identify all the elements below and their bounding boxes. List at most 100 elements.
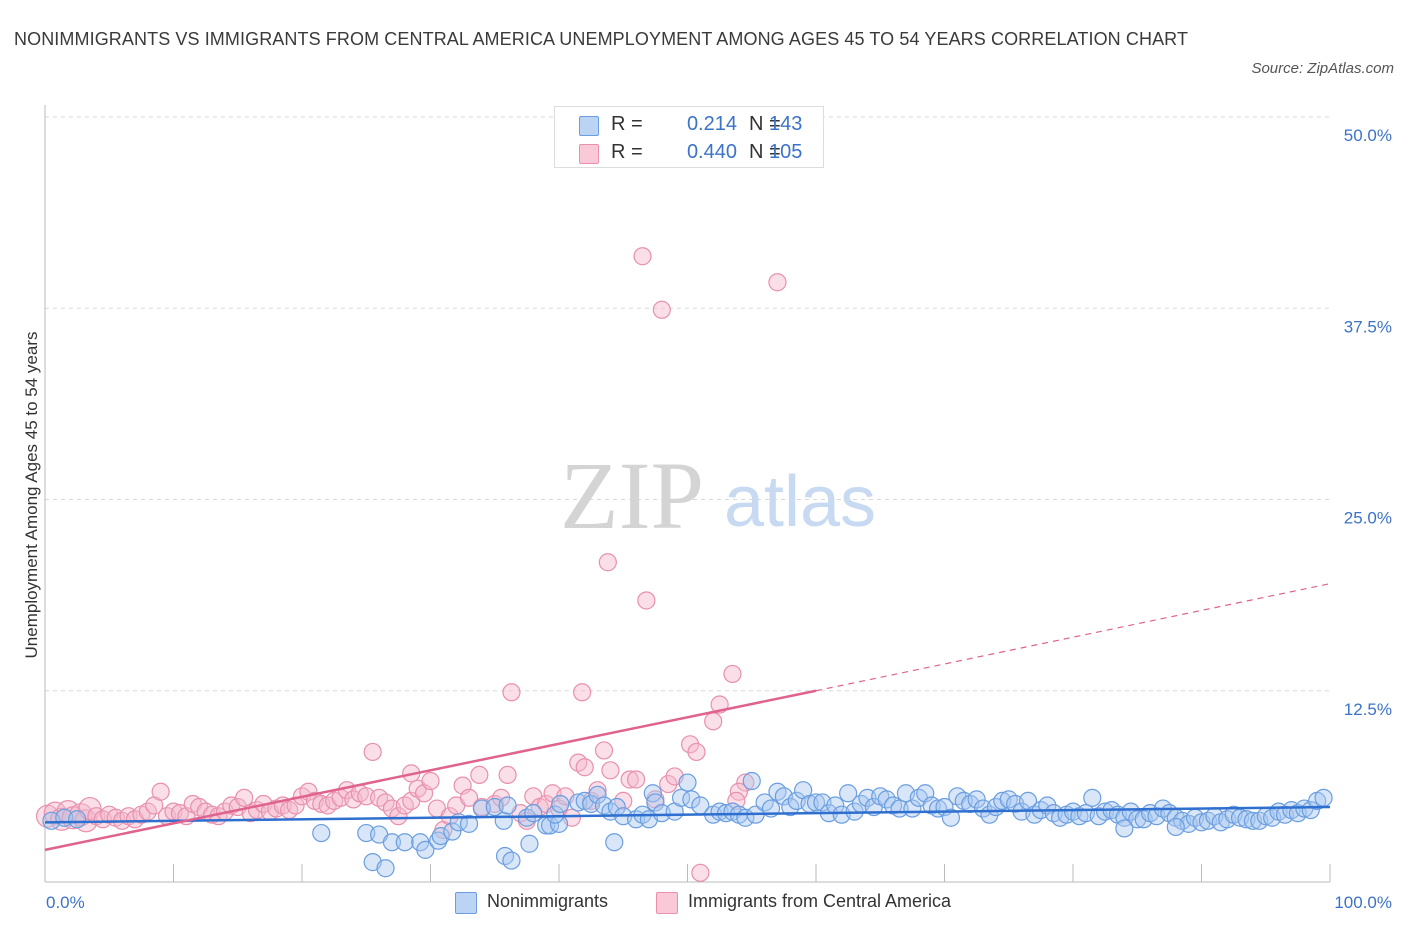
point-immigrants xyxy=(575,758,594,777)
point-nonimmigrants xyxy=(495,846,515,866)
point-immigrants xyxy=(151,782,170,801)
point-nonimmigrants xyxy=(742,771,761,791)
point-nonimmigrants xyxy=(1301,800,1320,820)
y-tick-label: 37.5% xyxy=(1344,317,1392,336)
point-nonimmigrants xyxy=(459,814,479,833)
point-immigrants xyxy=(502,683,521,702)
point-immigrants xyxy=(598,553,617,572)
point-immigrants xyxy=(573,683,592,702)
point-immigrants xyxy=(395,796,414,815)
point-nonimmigrants xyxy=(502,851,521,870)
point-nonimmigrants xyxy=(431,826,450,846)
point-nonimmigrants xyxy=(443,822,462,841)
point-immigrants xyxy=(569,753,588,772)
legend-r-value: 0.214 xyxy=(686,113,737,135)
point-nonimmigrants xyxy=(967,790,986,809)
y-tick-label: 50.0% xyxy=(1344,126,1392,145)
point-nonimmigrants xyxy=(768,782,787,801)
point-nonimmigrants xyxy=(1115,819,1134,838)
point-nonimmigrants xyxy=(710,802,729,821)
series-legend: Nonimmigrants Immigrants from Central Am… xyxy=(0,890,1406,916)
axes xyxy=(44,105,1331,883)
point-immigrants xyxy=(389,807,408,826)
point-immigrants xyxy=(459,788,479,807)
y-tick-label: 12.5% xyxy=(1344,700,1392,719)
watermark-atlas: atlas xyxy=(724,462,876,542)
point-immigrants xyxy=(470,765,489,785)
point-nonimmigrants xyxy=(588,785,607,804)
point-immigrants xyxy=(421,771,440,791)
point-nonimmigrants xyxy=(646,793,665,812)
point-nonimmigrants xyxy=(524,804,543,823)
legend-r-label: R = xyxy=(611,113,643,135)
point-immigrants xyxy=(727,791,746,811)
point-nonimmigrants xyxy=(520,834,539,853)
point-immigrants xyxy=(687,742,706,762)
immigrants-points xyxy=(35,247,787,882)
trend-line-immigrants xyxy=(44,689,817,852)
point-nonimmigrants xyxy=(999,790,1018,809)
x-tick-label: 0.0% xyxy=(46,893,85,912)
point-nonimmigrants xyxy=(498,796,517,815)
point-nonimmigrants xyxy=(494,811,513,830)
point-nonimmigrants xyxy=(839,784,858,803)
point-nonimmigrants xyxy=(1314,788,1333,807)
y-tick-label: 25.0% xyxy=(1344,509,1392,528)
point-immigrants xyxy=(723,664,742,684)
point-immigrants xyxy=(601,761,620,780)
point-immigrants xyxy=(691,863,710,882)
point-nonimmigrants xyxy=(551,794,570,814)
point-nonimmigrants xyxy=(806,793,826,812)
legend-swatch-pink xyxy=(656,892,678,914)
legend-swatch-blue xyxy=(579,116,599,136)
source-label: Source: ZipAtlas.com xyxy=(1251,60,1394,77)
trend-line-immigrants-projected xyxy=(815,583,1331,692)
legend-r-label: R = xyxy=(611,141,643,163)
nonimmigrants-points xyxy=(42,771,1333,878)
point-nonimmigrants xyxy=(382,833,402,852)
legend-label-immigrants: Immigrants from Central America xyxy=(688,891,952,911)
trend-lines xyxy=(44,583,1331,852)
legend-r-value: 0.440 xyxy=(686,141,737,163)
point-immigrants xyxy=(363,742,382,762)
point-nonimmigrants xyxy=(395,833,414,852)
point-immigrants xyxy=(626,770,646,789)
point-nonimmigrants xyxy=(1166,817,1185,837)
x-tick-label: 100.0% xyxy=(1334,893,1392,912)
tick-labels: 12.5% 25.0% 37.5% 50.0% 0.0% 100.0% xyxy=(46,126,1392,912)
point-nonimmigrants xyxy=(605,833,624,852)
point-immigrants xyxy=(370,788,389,807)
point-nonimmigrants xyxy=(312,823,331,843)
chart-title: NONIMMIGRANTS VS IMMIGRANTS FROM CENTRAL… xyxy=(14,29,1189,49)
point-immigrants xyxy=(637,591,656,610)
point-nonimmigrants xyxy=(376,859,395,878)
legend-n-value: 105 xyxy=(769,141,803,163)
point-nonimmigrants xyxy=(546,805,565,824)
point-nonimmigrants xyxy=(678,773,697,792)
point-nonimmigrants xyxy=(1083,788,1102,807)
watermark: ZIP atlas xyxy=(560,442,876,549)
point-nonimmigrants xyxy=(68,810,87,829)
point-nonimmigrants xyxy=(682,790,701,809)
watermark-zip: ZIP xyxy=(560,442,704,549)
legend-label-nonimmigrants: Nonimmigrants xyxy=(487,891,609,911)
point-immigrants xyxy=(594,741,614,760)
point-immigrants xyxy=(704,712,723,731)
point-nonimmigrants xyxy=(416,840,435,859)
legend-n-value: 143 xyxy=(769,113,803,135)
point-immigrants xyxy=(498,765,517,785)
point-immigrants xyxy=(620,770,639,789)
legend-n-label: N = xyxy=(749,113,781,135)
trend-line-nonimmigrants xyxy=(44,805,1331,824)
point-immigrants xyxy=(768,273,787,292)
correlation-legend: R = 0.214 N = 143 R = 0.440 N = 105 xyxy=(554,106,824,168)
point-immigrants xyxy=(633,247,652,266)
legend-swatch-pink xyxy=(579,144,599,164)
legend-swatch-blue xyxy=(455,892,477,914)
point-immigrants xyxy=(235,788,254,807)
gridlines xyxy=(45,116,1330,692)
point-nonimmigrants xyxy=(941,808,961,827)
legend-n-label: N = xyxy=(749,141,781,163)
point-immigrants xyxy=(736,773,755,792)
